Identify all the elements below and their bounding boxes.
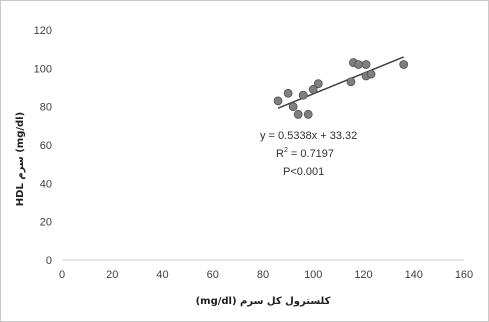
data-point: [293, 109, 303, 119]
y-axis-title: HDL سرم (mg/dl): [15, 112, 26, 206]
trendline-layer: [277, 56, 404, 109]
trendline-equation: y = 0.5338x + 33.32: [260, 130, 357, 142]
data-point: [308, 85, 318, 94]
r-squared-value: = 0.7197: [288, 148, 334, 160]
data-point: [273, 96, 283, 106]
data-point: [366, 69, 376, 79]
data-point: [399, 60, 409, 69]
tick-labels: 0 20 40 60 80 100 120 140 160 0 20 40 60 80 100 120: [34, 25, 474, 281]
data-point: [346, 77, 356, 87]
data-point: [303, 109, 313, 119]
x-tick-label: 0: [59, 269, 65, 281]
r-squared-label: R2 = 0.7197: [276, 147, 334, 160]
data-point: [313, 79, 323, 89]
x-tick-label: 100: [304, 269, 322, 281]
p-value-label: P<0.001: [283, 166, 324, 178]
data-point: [298, 90, 308, 100]
x-tick-label: 160: [455, 269, 473, 281]
x-tick-label: 120: [354, 269, 372, 281]
x-tick-label: 60: [207, 269, 219, 281]
x-tick-label: 140: [405, 269, 423, 281]
y-tick-label: 120: [34, 25, 52, 37]
y-tick-label: 40: [40, 178, 52, 190]
data-point: [361, 60, 371, 69]
y-tick-label: 20: [40, 217, 52, 229]
data-points: [273, 58, 409, 119]
y-tick-label: 100: [34, 63, 52, 75]
x-axis-title: كلسترول كل سرم (mg/dl): [196, 296, 331, 307]
r-squared-prefix: R: [276, 148, 284, 160]
trendline: [277, 56, 404, 109]
data-point: [283, 88, 293, 98]
y-tick-label: 0: [46, 255, 52, 267]
x-tick-label: 80: [257, 269, 269, 281]
x-tick-label: 20: [106, 269, 118, 281]
y-tick-label: 80: [40, 102, 52, 114]
data-point: [288, 102, 298, 112]
x-tick-label: 40: [156, 269, 168, 281]
y-tick-label: 60: [40, 140, 52, 152]
r-squared-exponent: 2: [284, 147, 288, 154]
data-point: [354, 60, 363, 69]
